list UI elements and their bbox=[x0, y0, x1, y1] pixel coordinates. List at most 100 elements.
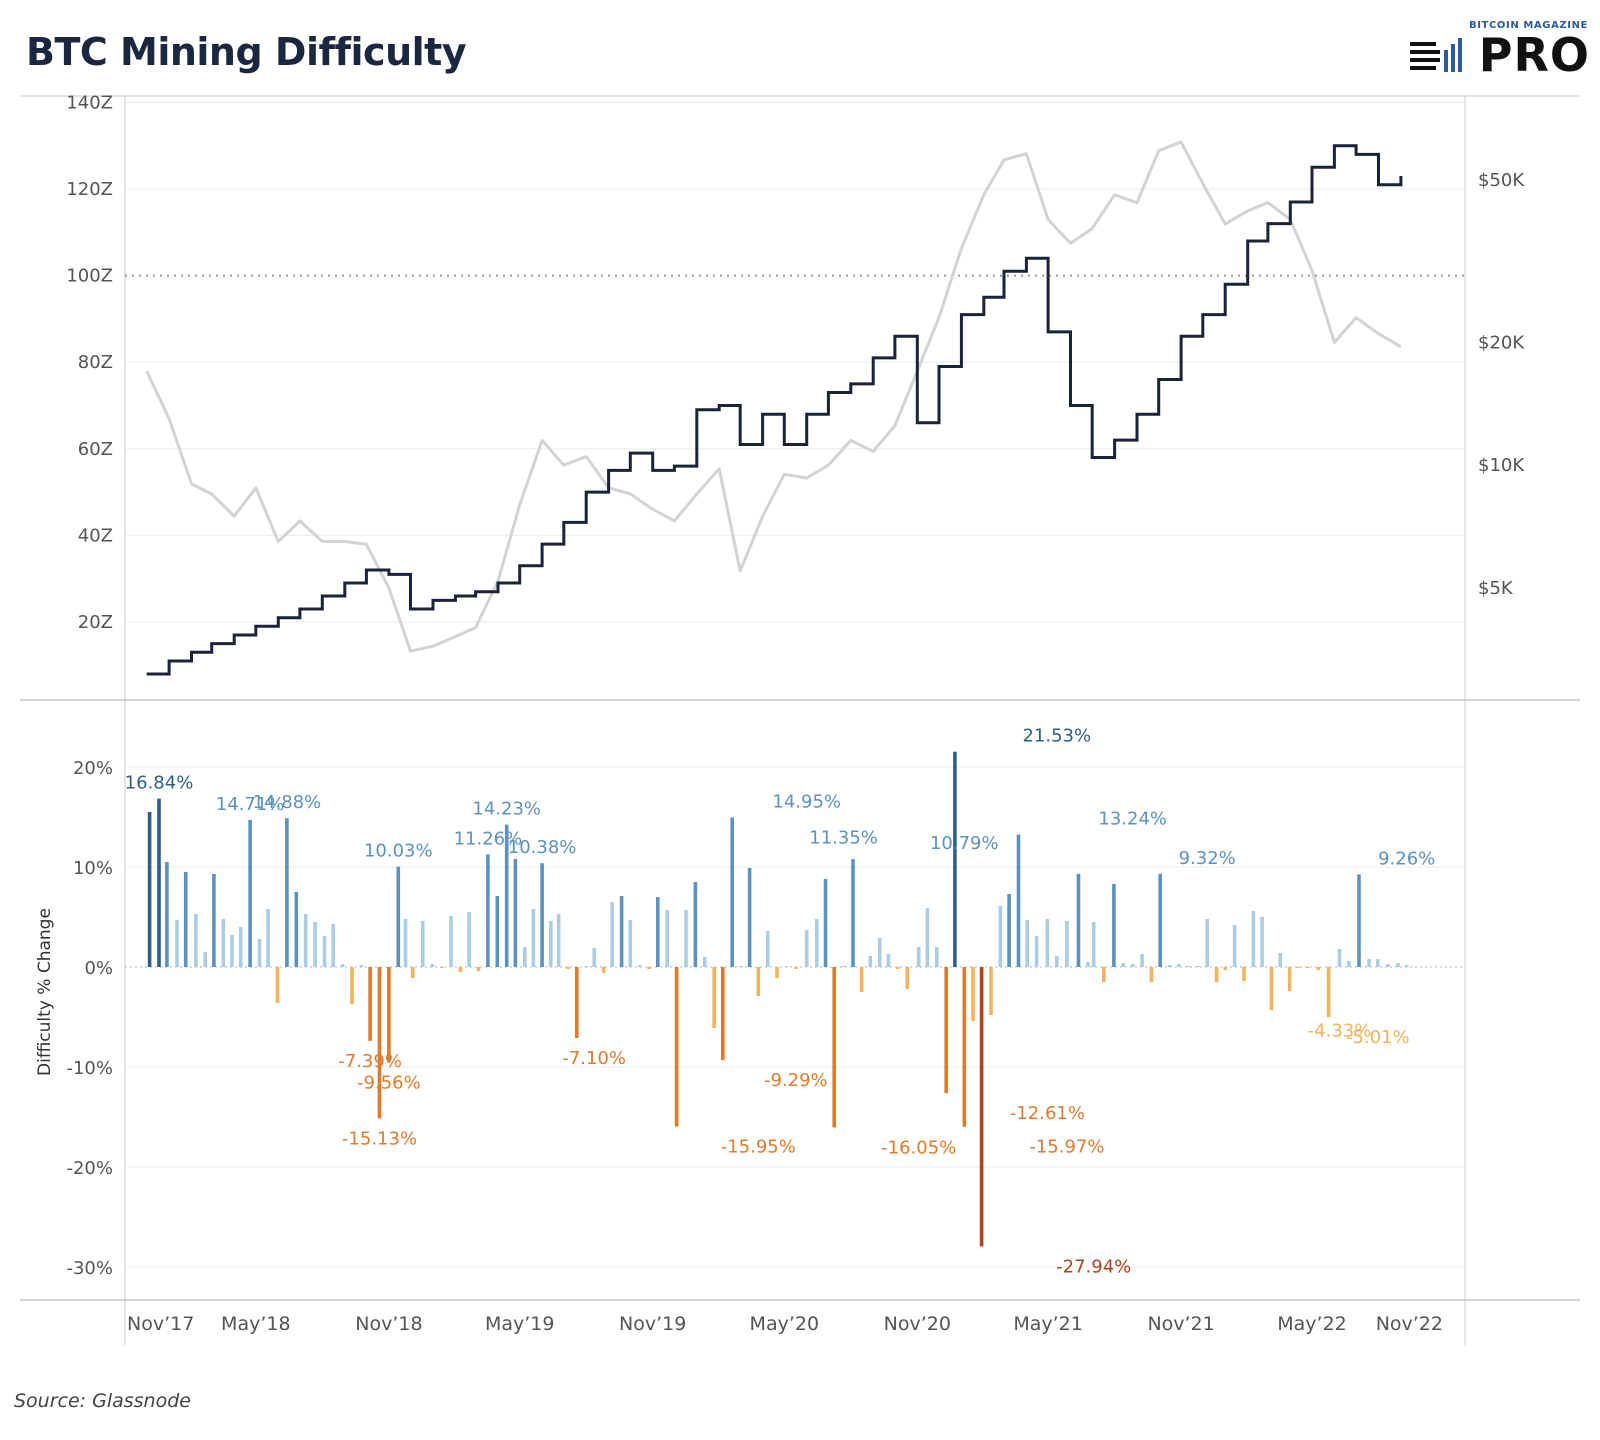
bitcoin-magazine-pro-logo: BITCOIN MAGAZINE PRO bbox=[1410, 18, 1590, 82]
difficulty-change-bar bbox=[440, 967, 445, 968]
bar-data-label: 14.95% bbox=[772, 792, 841, 813]
bar-data-label: -12.61% bbox=[1010, 1103, 1085, 1124]
difficulty-change-bar bbox=[421, 921, 425, 967]
bar-data-label: -7.39% bbox=[338, 1051, 402, 1072]
top-panel-price-ticks: $50K $20K $10K $5K bbox=[1478, 170, 1525, 599]
difficulty-change-bar bbox=[203, 952, 207, 967]
difficulty-change-bar bbox=[449, 916, 453, 967]
x-tick-label: Nov’18 bbox=[355, 1313, 422, 1335]
top-y-tick-label: 40Z bbox=[78, 525, 113, 546]
difficulty-change-bar bbox=[989, 967, 993, 1015]
difficulty-change-bar bbox=[285, 818, 289, 967]
difficulty-change-bar bbox=[1205, 919, 1209, 967]
bar-data-label: -7.10% bbox=[562, 1048, 626, 1069]
difficulty-change-bar bbox=[476, 967, 481, 971]
bar-data-label: 10.79% bbox=[930, 833, 999, 854]
logo-top-text: BITCOIN MAGAZINE bbox=[1469, 20, 1588, 31]
difficulty-change-bar bbox=[784, 966, 789, 967]
difficulty-change-bar bbox=[1086, 962, 1090, 967]
bottom-panel-gridlines bbox=[125, 766, 1465, 1268]
difficulty-step-line bbox=[146, 144, 1403, 676]
difficulty-change-bar bbox=[962, 967, 967, 1127]
difficulty-change-bar bbox=[504, 824, 509, 967]
difficulty-change-bar bbox=[486, 854, 490, 967]
difficulty-change-bar bbox=[1214, 967, 1219, 982]
difficulty-change-bar bbox=[1305, 967, 1310, 968]
difficulty-change-bar bbox=[248, 819, 252, 967]
bar-data-labels: 16.84% 14.71%14.88% -7.39% -15.13% -9.56% 10.… bbox=[125, 726, 1436, 1278]
bar-data-label: 9.32% bbox=[1179, 848, 1236, 869]
difficulty-change-bar bbox=[693, 882, 698, 967]
bar-data-label: 21.53% bbox=[1022, 726, 1091, 747]
difficulty-change-bar bbox=[1186, 966, 1191, 967]
difficulty-change-bar bbox=[775, 967, 779, 978]
difficulty-change-bar bbox=[1045, 919, 1050, 967]
bar-data-label: -9.56% bbox=[357, 1073, 421, 1094]
difficulty-change-bar bbox=[549, 921, 553, 967]
bottom-y-tick-label: 10% bbox=[73, 858, 113, 879]
difficulty-change-bar bbox=[183, 872, 188, 967]
bar-data-label: 11.26% bbox=[454, 828, 523, 849]
difficulty-change-bar bbox=[619, 896, 624, 967]
top-y-tick-label: 120Z bbox=[66, 179, 113, 200]
bar-data-label: -15.97% bbox=[1029, 1137, 1104, 1158]
difficulty-change-bar bbox=[566, 967, 570, 969]
difficulty-change-bar bbox=[340, 964, 345, 967]
difficulty-change-bar bbox=[1055, 956, 1059, 967]
difficulty-change-bar bbox=[886, 954, 891, 967]
difficulty-change-bar bbox=[1337, 949, 1342, 967]
difficulty-change-bar bbox=[832, 967, 836, 1128]
difficulty-change-bar bbox=[157, 798, 161, 967]
difficulty-change-bar bbox=[531, 909, 536, 967]
bar-data-label: -15.95% bbox=[721, 1137, 796, 1158]
difficulty-change-bar bbox=[916, 947, 921, 967]
difficulty-change-bar bbox=[823, 879, 828, 967]
difficulty-change-bar bbox=[575, 967, 579, 1038]
difficulty-change-bar bbox=[221, 919, 226, 967]
difficulty-change-bar bbox=[794, 967, 798, 969]
difficulty-change-bar bbox=[841, 966, 846, 967]
difficulty-change-bar bbox=[230, 935, 234, 967]
difficulty-change-bar bbox=[739, 966, 743, 967]
chart-frame bbox=[20, 95, 1580, 1345]
difficulty-change-bar bbox=[430, 964, 434, 967]
difficulty-change-bar bbox=[674, 967, 679, 1127]
top-y-tick-label: 100Z bbox=[66, 266, 113, 287]
difficulty-change-bar bbox=[610, 902, 614, 967]
difficulty-change-bar bbox=[147, 812, 152, 967]
difficulty-change-bar bbox=[1367, 959, 1371, 967]
bar-data-label: -16.05% bbox=[881, 1138, 956, 1159]
bar-data-label: 10.38% bbox=[508, 837, 577, 858]
difficulty-change-bar bbox=[403, 919, 408, 967]
difficulty-change-bar bbox=[1007, 894, 1011, 967]
difficulty-change-bar bbox=[1269, 967, 1274, 1011]
difficulty-change-bar bbox=[868, 956, 873, 967]
difficulty-change-bar bbox=[556, 914, 561, 967]
difficulty-change-bar bbox=[935, 947, 939, 967]
difficulty-change-bar bbox=[495, 896, 500, 967]
top-y-tick-label: 80Z bbox=[78, 352, 113, 373]
difficulty-change-bar bbox=[944, 967, 948, 1094]
difficulty-change-bar bbox=[523, 947, 527, 967]
top-y-tick-label: 20Z bbox=[78, 612, 113, 633]
difficulty-change-bar bbox=[584, 966, 588, 967]
bottom-panel-y-ticks: 20% 10% 0% -10% -20% -30% bbox=[66, 758, 113, 1279]
difficulty-change-bar bbox=[877, 938, 882, 967]
x-tick-label: May’18 bbox=[221, 1313, 291, 1335]
btc-price-line bbox=[145, 140, 1402, 653]
bar-data-label: -15.13% bbox=[342, 1128, 417, 1149]
difficulty-change-bar bbox=[1357, 874, 1361, 967]
bar-data-label: 11.35% bbox=[809, 828, 878, 849]
difficulty-change-bar bbox=[238, 927, 243, 967]
bar-data-label: -9.29% bbox=[764, 1070, 828, 1091]
difficulty-change-bar bbox=[815, 919, 819, 967]
logo-main-text: PRO bbox=[1478, 28, 1590, 82]
price-tick-label: $10K bbox=[1478, 455, 1525, 476]
difficulty-change-bars bbox=[147, 751, 1409, 1247]
difficulty-change-bar bbox=[804, 930, 809, 967]
difficulty-change-bar bbox=[1065, 921, 1069, 967]
difficulty-change-bar bbox=[1102, 967, 1106, 982]
top-panel-y-ticks: 140Z 120Z 100Z 80Z 60Z 40Z 20Z bbox=[66, 92, 113, 633]
difficulty-change-bar bbox=[540, 863, 544, 967]
difficulty-change-bar bbox=[1326, 967, 1331, 1018]
